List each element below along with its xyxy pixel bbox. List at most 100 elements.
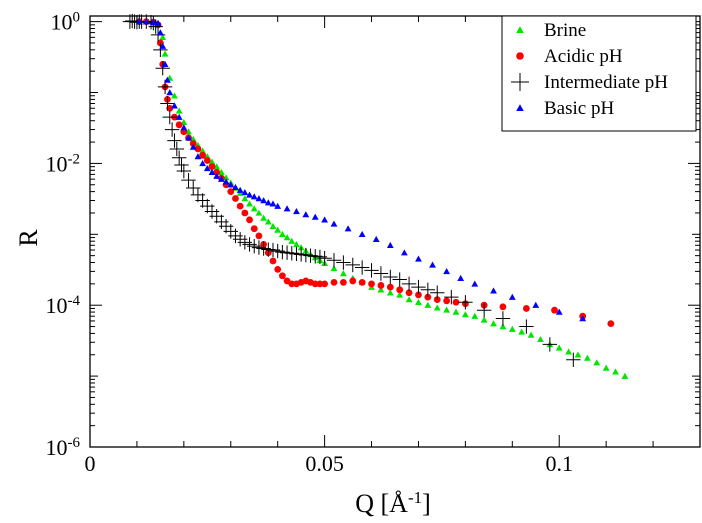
data-point	[499, 303, 507, 311]
data-point	[203, 157, 211, 164]
data-point	[444, 289, 459, 305]
x-axis-label: Q [Å-1]	[355, 488, 431, 519]
data-point	[321, 280, 329, 288]
data-point	[508, 293, 516, 300]
data-point	[330, 220, 338, 227]
data-point	[612, 368, 619, 375]
data-point	[175, 121, 183, 129]
data-point	[232, 183, 239, 191]
data-point	[518, 328, 526, 335]
data-point	[358, 230, 366, 238]
data-point	[452, 298, 460, 306]
data-point	[217, 175, 225, 182]
data-point	[250, 225, 258, 233]
legend-label: Basic pH	[544, 98, 614, 119]
data-point	[148, 19, 163, 34]
data-point	[602, 364, 610, 371]
data-point	[522, 305, 530, 312]
data-point	[396, 291, 404, 298]
data-point	[430, 285, 445, 300]
data-point	[164, 76, 171, 83]
data-point	[175, 113, 183, 120]
data-layer	[122, 13, 629, 379]
data-point	[160, 96, 175, 111]
data-point	[167, 133, 182, 148]
data-point	[260, 197, 268, 204]
data-point	[255, 232, 263, 240]
data-point	[354, 260, 370, 275]
data-point	[457, 274, 465, 281]
data-point	[159, 42, 167, 49]
data-point	[429, 261, 436, 268]
data-point	[274, 265, 282, 273]
data-point	[311, 280, 319, 288]
data-point	[336, 255, 351, 270]
data-point	[461, 311, 469, 318]
legend-box	[501, 15, 697, 132]
data-point	[330, 265, 338, 272]
data-point	[181, 172, 196, 188]
data-point	[565, 348, 573, 355]
data-point	[542, 337, 558, 352]
data-point	[171, 92, 178, 99]
data-point	[155, 61, 170, 76]
data-point	[537, 335, 544, 343]
data-point	[171, 102, 178, 109]
data-point	[579, 315, 587, 322]
y-tick-label: 100	[51, 10, 81, 35]
legend-item: Intermediate pH	[511, 72, 668, 93]
data-point	[495, 311, 511, 326]
data-point	[490, 287, 497, 294]
data-point	[511, 73, 529, 91]
data-point	[499, 323, 507, 330]
data-point	[345, 257, 360, 273]
data-point	[396, 286, 404, 294]
data-point	[420, 282, 436, 297]
data-point	[471, 280, 479, 287]
data-point	[246, 191, 253, 198]
data-point	[185, 134, 192, 141]
data-point	[278, 272, 286, 280]
data-point	[227, 181, 235, 188]
data-point	[349, 277, 357, 285]
data-point	[161, 60, 169, 68]
legend-label: Intermediate pH	[544, 72, 668, 93]
data-point	[241, 189, 249, 196]
data-point	[208, 168, 216, 175]
data-point	[364, 263, 379, 278]
data-point	[255, 195, 263, 202]
x-tick-label: 0.05	[305, 451, 344, 476]
data-point	[401, 276, 417, 292]
data-point	[458, 295, 473, 310]
data-point	[180, 124, 188, 131]
legend-item: Basic pH	[516, 98, 614, 119]
data-point	[166, 89, 174, 96]
data-point	[293, 208, 300, 215]
data-point	[264, 218, 272, 225]
data-point	[269, 200, 277, 207]
data-point	[405, 289, 413, 297]
data-point	[274, 226, 282, 233]
y-axis-label: R	[14, 229, 43, 247]
data-point	[326, 253, 342, 268]
data-point	[166, 104, 174, 112]
series-basic-ph	[135, 18, 587, 322]
data-point	[344, 225, 352, 232]
data-point	[302, 211, 310, 218]
data-point	[149, 18, 157, 25]
data-point	[555, 344, 563, 351]
data-point	[527, 331, 535, 338]
data-point	[386, 289, 394, 296]
data-point	[372, 235, 380, 243]
data-point	[532, 301, 540, 308]
data-point	[208, 163, 216, 171]
data-point	[551, 306, 558, 314]
axes: 0 0.05 0.1 10-6 10-4 10-2 100	[46, 10, 701, 476]
data-point	[383, 269, 398, 285]
data-point	[555, 308, 563, 315]
data-point	[330, 278, 338, 286]
y-tick-label: 10-2	[46, 151, 81, 176]
data-point	[574, 351, 582, 358]
data-point	[433, 304, 441, 311]
